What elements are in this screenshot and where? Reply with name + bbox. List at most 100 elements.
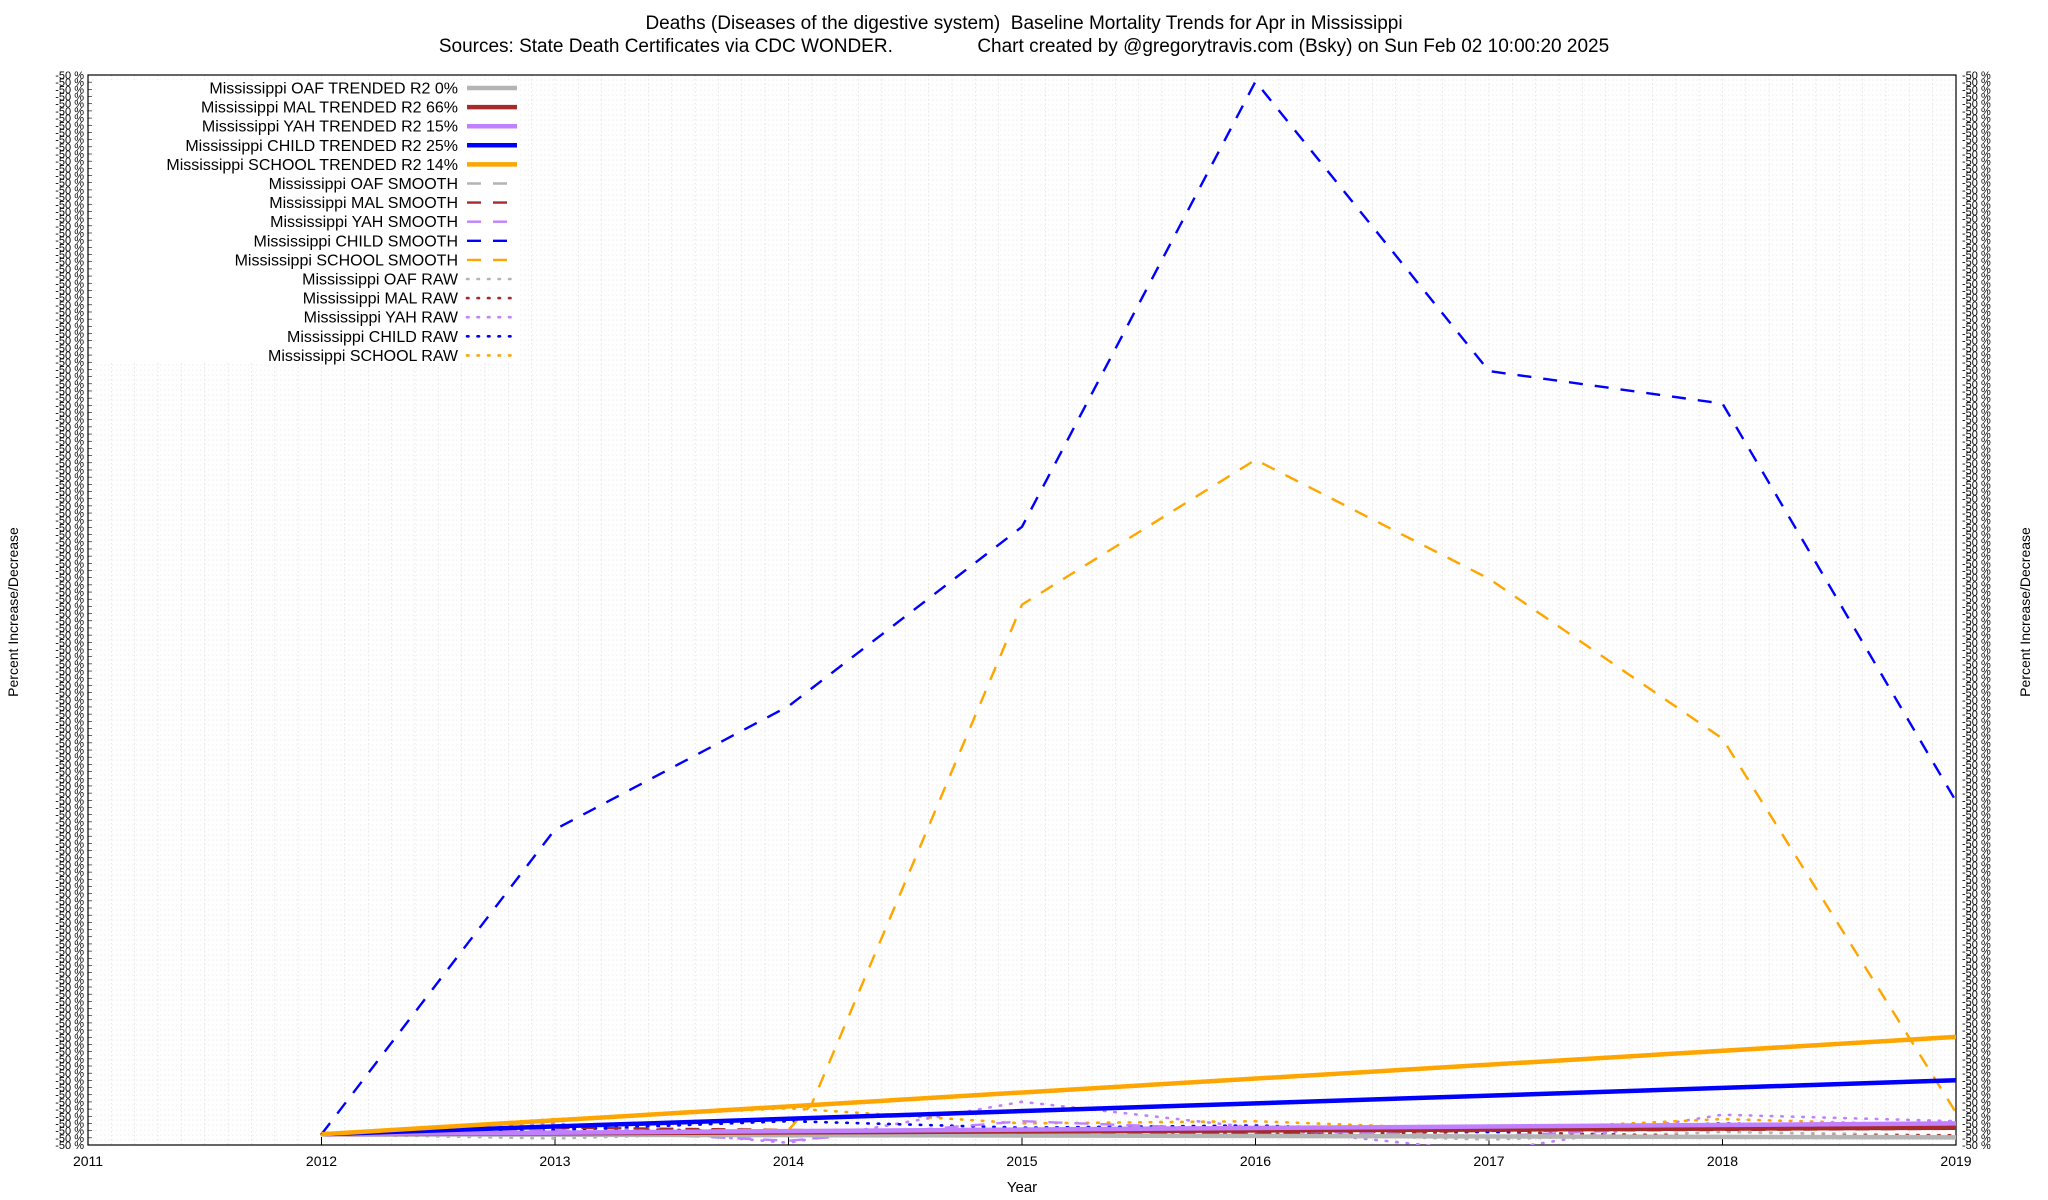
y-tick-label-left: -50 % [55, 415, 84, 427]
y-tick-label-right: -50 % [1962, 1140, 1991, 1152]
y-tick-label-right: -50 % [1962, 99, 1991, 111]
y-tick-label-left: -50 % [55, 860, 84, 872]
y-tick-label-left: -50 % [55, 781, 84, 793]
y-tick-label-right: -50 % [1962, 163, 1991, 175]
y-tick-label-left: -50 % [55, 163, 84, 175]
y-tick-label-left: -50 % [55, 917, 84, 929]
y-tick-label-left: -50 % [55, 393, 84, 405]
y-tick-label-right: -50 % [1962, 953, 1991, 965]
y-tick-label-left: -50 % [55, 314, 84, 326]
y-tick-label-right: -50 % [1962, 494, 1991, 506]
y-tick-label-left: -50 % [55, 92, 84, 104]
y-tick-label-left: -50 % [55, 1011, 84, 1023]
y-tick-label-left: -50 % [55, 874, 84, 886]
y-tick-label-right: -50 % [1962, 106, 1991, 118]
legend-entry-label: Mississippi CHILD RAW [287, 329, 459, 346]
y-tick-label-left: -50 % [55, 70, 84, 82]
y-tick-label-left: -50 % [55, 264, 84, 276]
y-tick-label-left: -50 % [55, 1111, 84, 1123]
series-line-child-trended [321, 1077, 1956, 1137]
legend-entry-label: Mississippi MAL TRENDED R2 66% [201, 100, 458, 117]
y-tick-label-right: -50 % [1962, 623, 1991, 635]
y-tick-label-right: -50 % [1962, 293, 1991, 305]
y-tick-label-right: -50 % [1962, 1018, 1991, 1030]
y-tick-label-right: -50 % [1962, 321, 1991, 333]
y-tick-label-right: -50 % [1962, 458, 1991, 470]
y-tick-label-left: -50 % [55, 1104, 84, 1116]
y-tick-label-left: -50 % [55, 178, 84, 190]
y-tick-label-left: -50 % [55, 443, 84, 455]
y-tick-label-right: -50 % [1962, 429, 1991, 441]
y-tick-label-right: -50 % [1962, 120, 1991, 132]
y-tick-label-left: -50 % [55, 630, 84, 642]
y-tick-label-left: -50 % [55, 774, 84, 786]
y-tick-label-right: -50 % [1962, 357, 1991, 369]
chart-subtitle-source: Sources: State Death Certificates via CD… [438, 36, 893, 57]
y-tick-label-right: -50 % [1962, 673, 1991, 685]
legend-entry-label: Mississippi YAH SMOOTH [270, 214, 458, 231]
x-tick-label: 2014 [773, 1153, 804, 1169]
y-tick-label-left: -50 % [55, 1097, 84, 1109]
y-tick-label-right: -50 % [1962, 695, 1991, 707]
y-tick-label-right: -50 % [1962, 522, 1991, 534]
y-tick-label-left: -50 % [55, 853, 84, 865]
y-tick-label-left: -50 % [55, 838, 84, 850]
legend-background [96, 80, 520, 362]
y-tick-label-left: -50 % [55, 867, 84, 879]
x-tick-label: 2015 [1006, 1153, 1037, 1169]
y-tick-label-right: -50 % [1962, 372, 1991, 384]
y-tick-label-left: -50 % [55, 479, 84, 491]
y-tick-label-left: -50 % [55, 846, 84, 858]
y-tick-label-left: -50 % [55, 1025, 84, 1037]
y-tick-label-left: -50 % [55, 1004, 84, 1016]
y-tick-label-left: -50 % [55, 321, 84, 333]
y-tick-label-right: -50 % [1962, 989, 1991, 1001]
y-tick-label-right: -50 % [1962, 637, 1991, 649]
legend-entry-label: Mississippi YAH RAW [304, 310, 459, 327]
y-tick-label-left: -50 % [55, 1133, 84, 1145]
y-tick-label-left: -50 % [55, 429, 84, 441]
y-tick-label-left: -50 % [55, 1068, 84, 1080]
y-tick-label-left: -50 % [55, 171, 84, 183]
y-tick-label-right: -50 % [1962, 616, 1991, 628]
y-tick-label-right: -50 % [1962, 573, 1991, 585]
y-tick-label-right: -50 % [1962, 968, 1991, 980]
y-tick-label-left: -50 % [55, 422, 84, 434]
y-tick-label-left: -50 % [55, 738, 84, 750]
y-tick-label-right: -50 % [1962, 824, 1991, 836]
y-tick-label-right: -50 % [1962, 242, 1991, 254]
y-tick-label-left: -50 % [55, 1126, 84, 1138]
y-tick-label-right: -50 % [1962, 221, 1991, 233]
series-line-school-trended [321, 1034, 1956, 1137]
y-tick-label-left: -50 % [55, 113, 84, 125]
y-tick-label-right: -50 % [1962, 501, 1991, 513]
y-tick-label-right: -50 % [1962, 853, 1991, 865]
y-tick-label-left: -50 % [55, 673, 84, 685]
y-tick-label-left: -50 % [55, 788, 84, 800]
y-tick-label-left: -50 % [55, 106, 84, 118]
legend-entry-label: Mississippi MAL SMOOTH [269, 195, 458, 212]
y-tick-label-right: -50 % [1962, 881, 1991, 893]
y-tick-label-right: -50 % [1962, 199, 1991, 211]
y-tick-label-left: -50 % [55, 616, 84, 628]
y-tick-label-right: -50 % [1962, 206, 1991, 218]
y-tick-label-left: -50 % [55, 1018, 84, 1030]
y-tick-label-right: -50 % [1962, 127, 1991, 139]
y-tick-label-left: -50 % [55, 1090, 84, 1102]
y-tick-label-left: -50 % [55, 343, 84, 355]
y-tick-label-right: -50 % [1962, 364, 1991, 376]
y-tick-label-right: -50 % [1962, 723, 1991, 735]
y-tick-label-right: -50 % [1962, 271, 1991, 283]
y-tick-label-left: -50 % [55, 149, 84, 161]
legend-entry-label: Mississippi CHILD TRENDED R2 25% [185, 138, 458, 155]
y-tick-label-right: -50 % [1962, 644, 1991, 656]
y-tick-label-right: -50 % [1962, 192, 1991, 204]
y-tick-label-left: -50 % [55, 537, 84, 549]
y-tick-label-right: -50 % [1962, 566, 1991, 578]
y-tick-label-left: -50 % [55, 558, 84, 570]
y-tick-label-left: -50 % [55, 357, 84, 369]
legend-entry-label: Mississippi SCHOOL RAW [268, 348, 459, 365]
x-tick-label: 2011 [73, 1153, 103, 1169]
y-tick-label-right: -50 % [1962, 544, 1991, 556]
y-tick-label-right: -50 % [1962, 767, 1991, 779]
